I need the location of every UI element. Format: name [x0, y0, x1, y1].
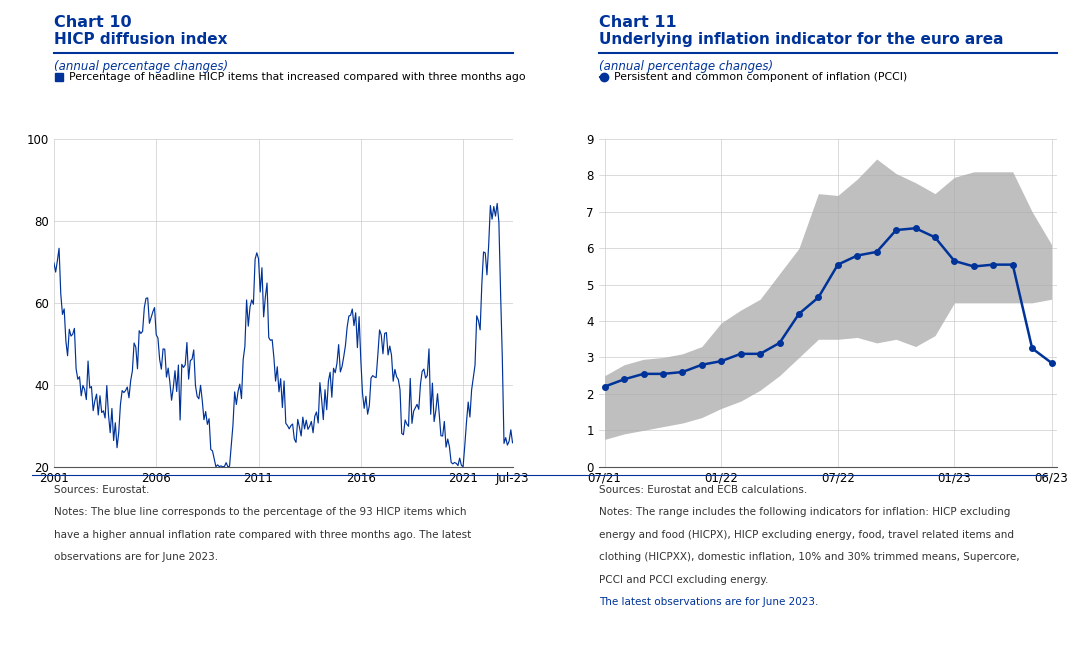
- Text: Notes: The range includes the following indicators for inflation: HICP excluding: Notes: The range includes the following …: [599, 507, 1010, 517]
- Text: (annual percentage changes): (annual percentage changes): [599, 60, 773, 73]
- Legend: Percentage of headline HICP items that increased compared with three months ago: Percentage of headline HICP items that i…: [55, 72, 525, 82]
- Text: The latest observations are for June 2023.: The latest observations are for June 202…: [599, 597, 818, 607]
- Text: Chart 10: Chart 10: [54, 15, 132, 30]
- Text: Chart 11: Chart 11: [599, 15, 677, 30]
- Legend: Persistent and common component of inflation (PCCI): Persistent and common component of infla…: [600, 72, 907, 82]
- Text: energy and food (HICPX), HICP excluding energy, food, travel related items and: energy and food (HICPX), HICP excluding …: [599, 530, 1014, 540]
- Text: observations are for June 2023.: observations are for June 2023.: [54, 552, 218, 562]
- Text: (annual percentage changes): (annual percentage changes): [54, 60, 228, 73]
- Text: Underlying inflation indicator for the euro area: Underlying inflation indicator for the e…: [599, 32, 1003, 47]
- Text: PCCI and PCCI excluding energy.: PCCI and PCCI excluding energy.: [599, 575, 768, 585]
- Text: Sources: Eurostat.: Sources: Eurostat.: [54, 485, 149, 495]
- Text: HICP diffusion index: HICP diffusion index: [54, 32, 228, 47]
- Text: clothing (HICPXX), domestic inflation, 10% and 30% trimmed means, Supercore,: clothing (HICPXX), domestic inflation, 1…: [599, 552, 1020, 562]
- Text: have a higher annual inflation rate compared with three months ago. The latest: have a higher annual inflation rate comp…: [54, 530, 472, 540]
- Text: Sources: Eurostat and ECB calculations.: Sources: Eurostat and ECB calculations.: [599, 485, 807, 495]
- Text: Notes: The blue line corresponds to the percentage of the 93 HICP items which: Notes: The blue line corresponds to the …: [54, 507, 466, 517]
